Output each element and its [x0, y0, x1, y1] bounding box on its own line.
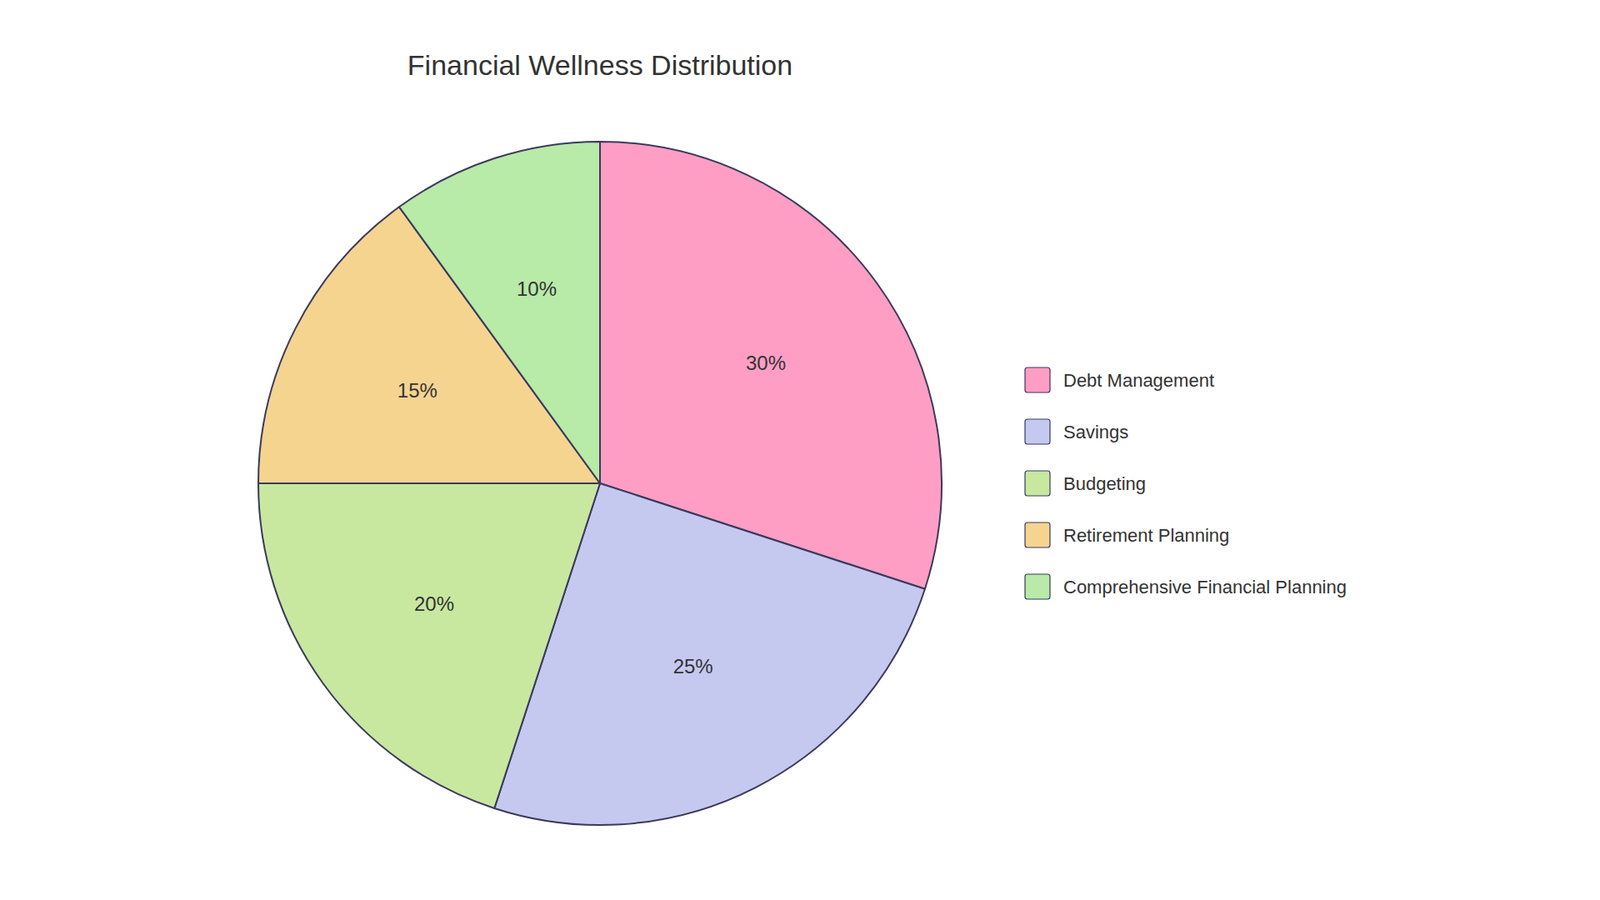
- legend-swatch: [1025, 470, 1050, 496]
- legend-label: Budgeting: [1063, 473, 1146, 495]
- chart-svg: Financial Wellness Distribution 30% 25% 20%…: [0, 0, 1600, 900]
- chart-title: Financial Wellness Distribution: [407, 49, 793, 81]
- slice-label: 25%: [673, 655, 714, 678]
- legend-swatch: [1025, 522, 1050, 548]
- slice-label: 15%: [397, 379, 438, 402]
- slice-label: 10%: [516, 277, 557, 300]
- pie-slice: [258, 483, 600, 809]
- legend-label: Savings: [1063, 421, 1129, 443]
- background: [0, 0, 1600, 900]
- chart-container: Financial Wellness Distribution 30% 25% 20%…: [0, 0, 1600, 900]
- slice-labels: 30% 25% 20% 15% 10%: [397, 277, 786, 678]
- slice-label: 20%: [414, 592, 455, 615]
- pie-slice: [399, 141, 600, 484]
- legend-label: Comprehensive Financial Planning: [1063, 576, 1347, 598]
- legend-label: Debt Management: [1063, 370, 1215, 391]
- legend-swatch: [1025, 367, 1050, 393]
- slices: [258, 141, 942, 825]
- legend-swatch: [1025, 419, 1050, 445]
- legend-label: Retirement Planning: [1063, 525, 1230, 546]
- legend-swatch: [1025, 574, 1050, 600]
- slice-label: 30%: [745, 351, 786, 375]
- legend: Debt Management Savings Budgeting Retiremen…: [1025, 367, 1347, 600]
